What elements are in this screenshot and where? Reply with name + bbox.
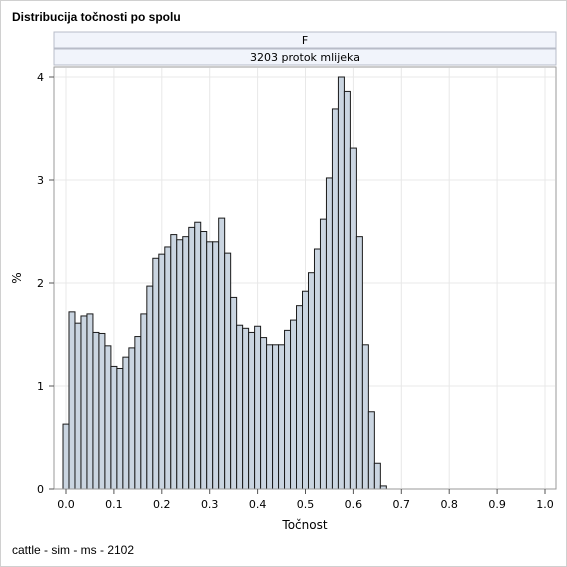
histogram-bar [146, 285, 154, 490]
panel-header-strip [53, 31, 557, 49]
histogram-bar [254, 325, 262, 490]
histogram-bar [224, 252, 232, 490]
y-tick-label: 4 [37, 71, 44, 84]
histogram-bar [296, 305, 304, 490]
histogram-bar [373, 462, 381, 490]
histogram-bar [349, 147, 357, 490]
histogram-bar [343, 90, 351, 490]
footnote: cattle - sim - ms - 2102 [12, 543, 135, 557]
histogram-bar [92, 331, 100, 490]
histogram-bar [248, 331, 256, 490]
histogram-bar [80, 315, 88, 490]
x-tick-label: 0.5 [297, 498, 315, 511]
histogram-bar [325, 177, 333, 490]
histogram-bar [361, 344, 369, 490]
histogram-bar [260, 337, 268, 490]
histogram-bar [68, 311, 76, 490]
histogram-bar [284, 329, 292, 490]
x-tick-label: 0.8 [440, 498, 458, 511]
histogram-bar [164, 246, 172, 490]
x-tick-label: 0.3 [201, 498, 219, 511]
histogram-bar [272, 344, 280, 490]
histogram-bar [104, 345, 112, 490]
histogram-bar [212, 241, 220, 490]
histogram-bar [278, 344, 286, 490]
histogram-bar [242, 327, 250, 490]
y-tick-label: 1 [37, 380, 44, 393]
y-tick-label: 3 [37, 174, 44, 187]
histogram-bar [134, 336, 142, 490]
histogram-bar [266, 344, 274, 490]
histogram-bar [152, 257, 160, 490]
x-tick-label: 1.0 [536, 498, 554, 511]
y-tick-label: 0 [37, 483, 44, 496]
x-axis-label: Točnost [281, 518, 327, 532]
panel-subheader-strip [53, 48, 557, 66]
histogram-bar [331, 108, 339, 490]
histogram-bar [98, 332, 106, 490]
histogram-bar [128, 347, 136, 490]
histogram-bar [158, 253, 166, 490]
chart-title: Distribucija točnosti po spolu [12, 10, 181, 24]
panel-header-text: F [302, 34, 308, 47]
x-tick-label: 0.2 [153, 498, 171, 511]
y-axis-ticks: 0 1 2 3 4 [37, 71, 54, 496]
histogram-bar [230, 296, 238, 490]
histogram-bar [367, 411, 375, 490]
histogram-bar [170, 234, 178, 490]
x-tick-label: 0.7 [393, 498, 411, 511]
x-tick-label: 0.1 [105, 498, 123, 511]
x-tick-label: 0.0 [57, 498, 75, 511]
x-tick-label: 0.6 [345, 498, 363, 511]
histogram-bar [218, 217, 226, 490]
x-axis-ticks: 0.0 0.1 0.2 0.3 0.4 0.5 0.6 0.7 0.8 0.9 1.0 [57, 489, 554, 511]
histogram-bar [319, 218, 327, 490]
histogram-bar [194, 221, 202, 490]
y-tick-label: 2 [37, 277, 44, 290]
panel-header-strips: F 3203 protok mlijeka [53, 31, 557, 66]
histogram-bar [182, 236, 190, 490]
histogram-bar [355, 236, 363, 490]
y-axis-label: % [10, 272, 24, 283]
histogram-bar [290, 319, 298, 490]
histogram-bars [62, 76, 387, 490]
histogram-bar [206, 241, 214, 490]
histogram-bar [176, 239, 184, 490]
histogram-bar [200, 231, 208, 490]
histogram-bar [302, 290, 309, 490]
histogram-bar [188, 226, 196, 490]
histogram-bar [86, 313, 94, 490]
histogram-bar [313, 248, 321, 490]
histogram-bar [116, 367, 124, 490]
x-tick-label: 0.9 [488, 498, 506, 511]
histogram-bar [307, 272, 315, 490]
histogram-bar [140, 313, 148, 490]
panel-subheader-text: 3203 protok mlijeka [250, 51, 360, 64]
histogram-bar [74, 322, 82, 490]
histogram-bar [110, 365, 118, 490]
x-tick-label: 0.4 [249, 498, 267, 511]
histogram-bar [337, 76, 345, 490]
histogram-bar [236, 324, 244, 490]
histogram-bar [122, 356, 130, 490]
histogram-bar [62, 423, 70, 490]
